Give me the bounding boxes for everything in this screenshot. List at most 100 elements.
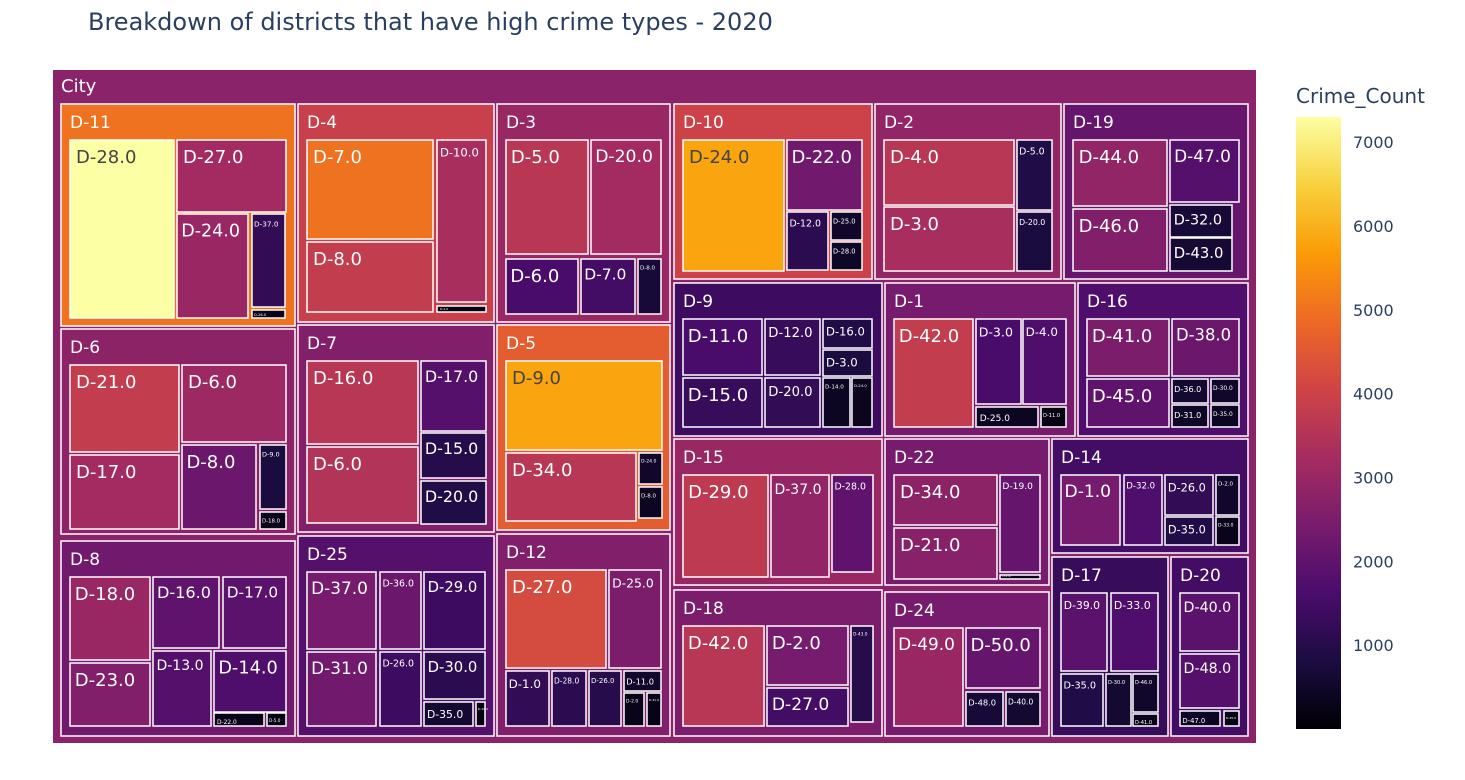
district-cell[interactable] — [1171, 378, 1209, 404]
district-cell[interactable] — [69, 576, 151, 661]
district-cell[interactable] — [1060, 673, 1104, 727]
district-cell[interactable] — [682, 139, 785, 272]
district-cell[interactable] — [379, 651, 422, 727]
district-cell[interactable] — [259, 511, 287, 530]
district-cell[interactable] — [830, 241, 863, 271]
district-cell[interactable] — [850, 625, 874, 723]
district-cell[interactable] — [1169, 204, 1233, 238]
district-cell[interactable] — [1060, 592, 1108, 672]
district-cell[interactable] — [152, 576, 220, 649]
district-cell[interactable] — [1072, 139, 1168, 207]
district-cell[interactable] — [423, 571, 486, 650]
district-cell[interactable] — [831, 474, 874, 573]
district-cell[interactable] — [822, 377, 851, 428]
district-cell[interactable] — [423, 701, 474, 727]
district-cell[interactable] — [893, 318, 974, 428]
district-cell[interactable] — [1215, 516, 1240, 546]
district-cell[interactable] — [1016, 211, 1053, 272]
district-cell[interactable] — [1171, 404, 1209, 428]
district-cell[interactable] — [251, 213, 286, 308]
district-cell[interactable] — [266, 712, 287, 727]
district-cell[interactable] — [1022, 318, 1067, 405]
district-cell[interactable] — [505, 670, 550, 727]
district-cell[interactable] — [1005, 691, 1041, 727]
district-cell[interactable] — [766, 625, 849, 686]
district-cell[interactable] — [623, 670, 662, 692]
district-cell[interactable] — [152, 650, 212, 727]
district-cell[interactable] — [505, 360, 663, 451]
district-cell[interactable] — [893, 627, 964, 727]
district-cell[interactable] — [1169, 237, 1233, 272]
district-cell[interactable] — [222, 576, 287, 649]
district-cell[interactable] — [766, 687, 849, 727]
district-cell[interactable] — [999, 474, 1041, 573]
district-cell[interactable] — [637, 258, 662, 315]
district-cell[interactable] — [1110, 592, 1159, 672]
district-cell[interactable] — [505, 569, 607, 669]
district-cell[interactable] — [770, 474, 830, 578]
district-cell[interactable] — [830, 211, 863, 241]
district-cell[interactable] — [608, 569, 662, 669]
district-cell[interactable] — [181, 364, 287, 443]
district-cell[interactable] — [379, 571, 422, 650]
district-cell[interactable] — [580, 258, 636, 315]
district-cell[interactable] — [505, 139, 589, 255]
district-cell[interactable] — [883, 139, 1015, 206]
district-cell[interactable] — [306, 360, 419, 445]
district-cell[interactable] — [436, 305, 487, 313]
district-cell[interactable] — [638, 486, 663, 519]
district-cell[interactable] — [505, 258, 579, 315]
district-cell[interactable] — [1086, 318, 1170, 377]
district-cell[interactable] — [505, 452, 637, 522]
district-cell[interactable] — [1210, 378, 1240, 404]
district-cell[interactable] — [682, 377, 763, 428]
district-cell[interactable] — [851, 377, 873, 428]
district-cell[interactable] — [646, 692, 662, 727]
district-cell[interactable] — [213, 712, 265, 727]
district-cell[interactable] — [306, 241, 434, 313]
district-cell[interactable] — [69, 662, 151, 727]
district-cell[interactable] — [1105, 673, 1132, 727]
district-cell[interactable] — [1164, 516, 1214, 546]
district-cell[interactable] — [822, 318, 873, 349]
district-cell[interactable] — [251, 309, 286, 319]
district-cell[interactable] — [1060, 474, 1121, 546]
district-cell[interactable] — [69, 364, 180, 453]
district-cell[interactable] — [213, 650, 287, 713]
district-cell[interactable] — [1179, 710, 1221, 727]
district-cell[interactable] — [822, 349, 873, 377]
district-cell[interactable] — [423, 651, 486, 700]
district-cell[interactable] — [306, 446, 419, 524]
district-cell[interactable] — [623, 692, 645, 727]
district-cell[interactable] — [975, 318, 1022, 405]
district-cell[interactable] — [420, 432, 487, 479]
district-cell[interactable] — [551, 670, 587, 727]
district-cell[interactable] — [883, 206, 1015, 272]
district-cell[interactable] — [682, 625, 765, 727]
district-cell[interactable] — [638, 452, 663, 485]
district-cell[interactable] — [1171, 318, 1240, 377]
district-cell[interactable] — [1132, 713, 1159, 727]
district-cell[interactable] — [786, 211, 829, 271]
district-cell[interactable] — [965, 691, 1004, 727]
district-cell[interactable] — [1086, 378, 1170, 428]
district-cell[interactable] — [764, 377, 821, 428]
district-cell[interactable] — [1072, 208, 1168, 272]
district-cell[interactable] — [1040, 406, 1067, 428]
district-cell[interactable] — [436, 139, 487, 303]
district-cell[interactable] — [1164, 474, 1214, 516]
district-cell[interactable] — [786, 139, 863, 211]
district-cell[interactable] — [893, 474, 998, 526]
district-cell[interactable] — [975, 406, 1039, 428]
district-cell[interactable] — [1179, 653, 1240, 709]
district-cell[interactable] — [420, 360, 487, 432]
district-cell[interactable] — [1123, 474, 1163, 546]
district-cell[interactable] — [306, 571, 377, 650]
district-cell[interactable] — [176, 213, 249, 319]
district-cell[interactable] — [1132, 673, 1159, 713]
district-cell[interactable] — [999, 574, 1041, 580]
district-cell[interactable] — [181, 444, 257, 530]
district-cell[interactable] — [1210, 404, 1240, 428]
district-cell[interactable] — [1223, 710, 1240, 727]
district-cell[interactable] — [306, 139, 434, 240]
